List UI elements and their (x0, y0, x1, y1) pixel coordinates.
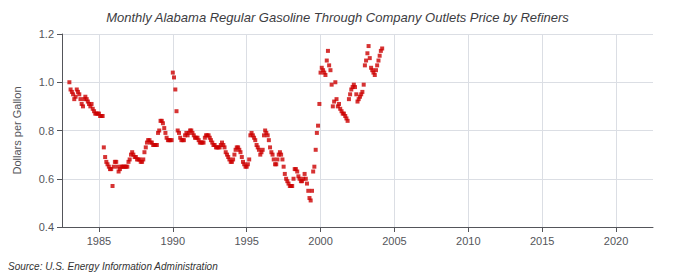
svg-text:Monthly Alabama Regular Gasoli: Monthly Alabama Regular Gasoline Through… (106, 10, 569, 25)
svg-text:2000: 2000 (308, 235, 332, 247)
svg-text:2010: 2010 (456, 235, 480, 247)
svg-text:2020: 2020 (604, 235, 628, 247)
svg-text:2015: 2015 (530, 235, 554, 247)
svg-text:Source: U.S. Energy Informatio: Source: U.S. Energy Information Administ… (8, 261, 218, 272)
svg-text:1.2: 1.2 (39, 28, 54, 40)
svg-text:1.0: 1.0 (39, 76, 54, 88)
svg-text:Dollars per Gallon: Dollars per Gallon (11, 86, 23, 174)
svg-text:1995: 1995 (234, 235, 258, 247)
svg-text:0.4: 0.4 (39, 221, 54, 233)
svg-text:0.8: 0.8 (39, 125, 54, 137)
svg-text:2005: 2005 (382, 235, 406, 247)
svg-text:1990: 1990 (161, 235, 185, 247)
svg-text:0.6: 0.6 (39, 173, 54, 185)
svg-text:1985: 1985 (87, 235, 111, 247)
